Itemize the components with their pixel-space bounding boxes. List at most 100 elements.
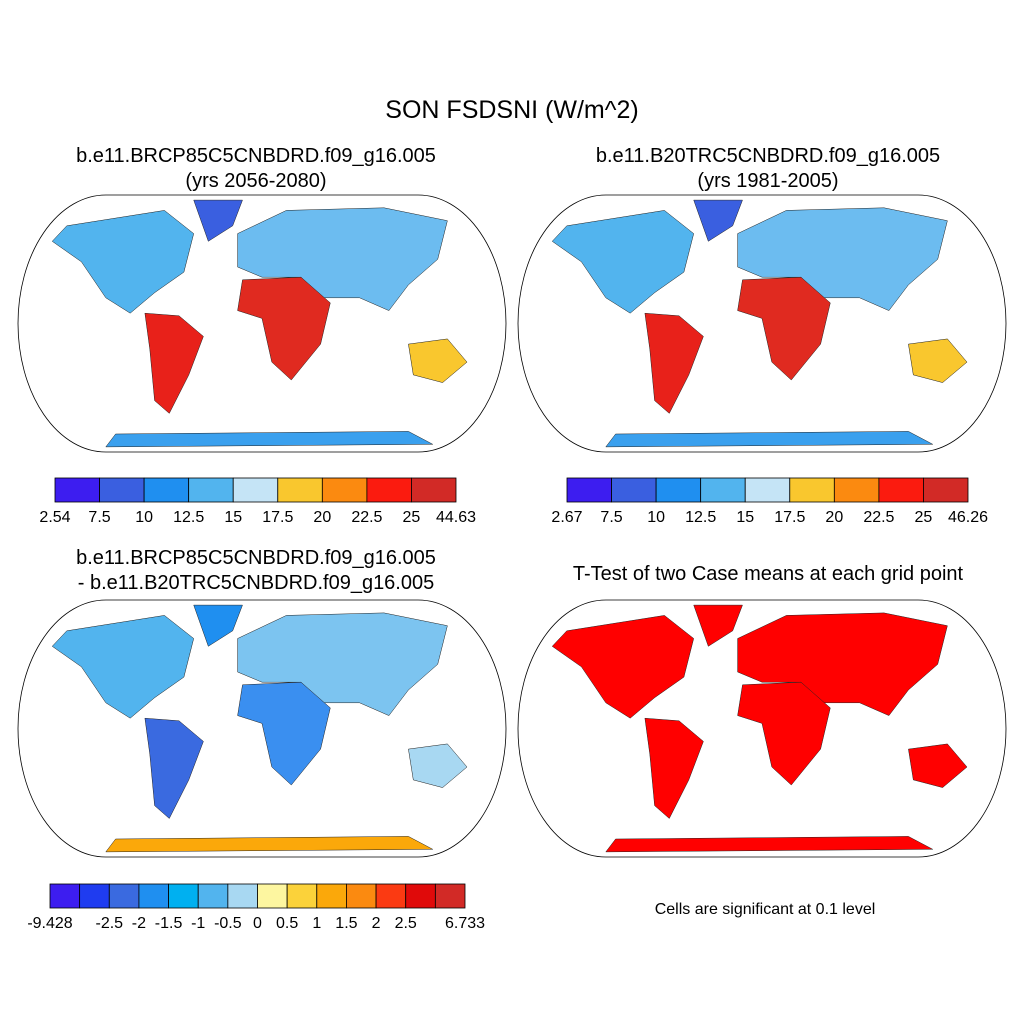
colorbar-label: 10 <box>647 509 665 526</box>
panel-title: T-Test of two Case means at each grid po… <box>573 563 964 585</box>
colorbar-label: 7.5 <box>600 509 622 526</box>
landmass <box>551 615 694 719</box>
colorbar-label: 2.54 <box>39 509 70 526</box>
colorbar-box <box>108 883 140 909</box>
colorbar-label: 0.5 <box>276 915 298 932</box>
panel-title: b.e11.BRCP85C5CNBDRD.f09_g16.005 <box>76 145 436 167</box>
colorbar-label: 12.5 <box>685 509 716 526</box>
colorbar-box <box>346 883 377 909</box>
colorbar-label: 25 <box>915 509 933 526</box>
colorbar-box <box>143 477 190 503</box>
colorbar-label: 2.67 <box>551 509 582 526</box>
colorbar-label: -2.5 <box>95 915 123 932</box>
map <box>517 194 1007 453</box>
landmass <box>737 207 948 311</box>
colorbar-box <box>286 883 318 909</box>
landmass <box>737 612 948 716</box>
landmass <box>644 312 704 414</box>
colorbar-box <box>49 883 81 909</box>
landmass <box>737 276 831 381</box>
landmass <box>51 615 194 719</box>
colorbar-label: 17.5 <box>262 509 293 526</box>
landmass <box>193 199 243 242</box>
landmass <box>605 836 933 853</box>
colorbar-box <box>79 883 110 909</box>
colorbar-box <box>99 477 145 503</box>
colorbar-box <box>923 477 969 503</box>
landmass <box>908 743 968 788</box>
landmass <box>551 210 694 314</box>
colorbar-box <box>227 883 258 909</box>
colorbar-label: 25 <box>403 509 421 526</box>
panel-title: b.e11.BRCP85C5CNBDRD.f09_g16.005 <box>76 547 436 569</box>
colorbar-box <box>197 883 229 909</box>
landmass <box>193 604 243 647</box>
landmass <box>737 681 831 786</box>
landmass <box>908 338 968 383</box>
colorbar-box <box>54 477 100 503</box>
landmass <box>408 743 468 788</box>
colorbar-label: 7.5 <box>88 509 110 526</box>
landmass <box>605 431 933 448</box>
colorbar-label: 12.5 <box>173 509 204 526</box>
colorbar-label: 17.5 <box>774 509 805 526</box>
colorbar-label: 44.63 <box>436 509 476 526</box>
colorbar-box <box>434 883 466 909</box>
colorbar-label: 1.5 <box>335 915 357 932</box>
colorbar-box <box>405 883 436 909</box>
panel-title: (yrs 2056-2080) <box>185 170 326 192</box>
panel-title: - b.e11.B20TRC5CNBDRD.f09_g16.005 <box>78 572 434 594</box>
colorbar-box <box>411 477 457 503</box>
landmass <box>51 210 194 314</box>
panel-title: (yrs 1981-2005) <box>697 170 838 192</box>
colorbar-label: 2.5 <box>395 915 417 932</box>
landmass <box>693 199 743 242</box>
colorbar-label: 0 <box>253 915 262 932</box>
colorbar-label: 1 <box>312 915 321 932</box>
colorbar-label: -9.428 <box>27 915 72 932</box>
colorbar-box <box>138 883 169 909</box>
colorbar-label: 2 <box>372 915 381 932</box>
colorbar-label: 10 <box>135 509 153 526</box>
colorbar-label: 46.26 <box>948 509 988 526</box>
colorbar-box <box>232 477 279 503</box>
landmass <box>237 681 331 786</box>
colorbar-box <box>878 477 924 503</box>
colorbar-box <box>257 883 288 909</box>
colorbar-label: 15 <box>224 509 242 526</box>
colorbar-label: -1.5 <box>155 915 183 932</box>
landmass <box>644 717 704 819</box>
landmass <box>693 604 743 647</box>
colorbar-box <box>833 477 880 503</box>
landmass <box>408 338 468 383</box>
landmass <box>237 276 331 381</box>
colorbar-box <box>744 477 791 503</box>
colorbar-label: 20 <box>825 509 843 526</box>
landmass <box>105 836 433 853</box>
colorbar-box <box>375 883 407 909</box>
map <box>517 599 1007 858</box>
colorbar-box <box>611 477 657 503</box>
landmass <box>237 612 448 716</box>
colorbar-label: -1 <box>191 915 205 932</box>
panel-title: b.e11.B20TRC5CNBDRD.f09_g16.005 <box>596 145 940 167</box>
landmass <box>105 431 433 448</box>
landmass <box>237 207 448 311</box>
footnote: Cells are significant at 0.1 level <box>655 901 876 918</box>
colorbar-label: 22.5 <box>351 509 382 526</box>
colorbar-box <box>366 477 412 503</box>
colorbar-box <box>655 477 702 503</box>
colorbar-label: 6.733 <box>445 915 485 932</box>
colorbar-label: 22.5 <box>863 509 894 526</box>
colorbar-box <box>789 477 835 503</box>
landmass <box>144 717 204 819</box>
colorbar-box <box>700 477 746 503</box>
map <box>17 599 507 858</box>
colorbar-box <box>168 883 199 909</box>
colorbar-label: 15 <box>736 509 754 526</box>
colorbar-label: 20 <box>313 509 331 526</box>
colorbar-box <box>277 477 323 503</box>
landmass <box>144 312 204 414</box>
colorbar-label: -0.5 <box>214 915 242 932</box>
